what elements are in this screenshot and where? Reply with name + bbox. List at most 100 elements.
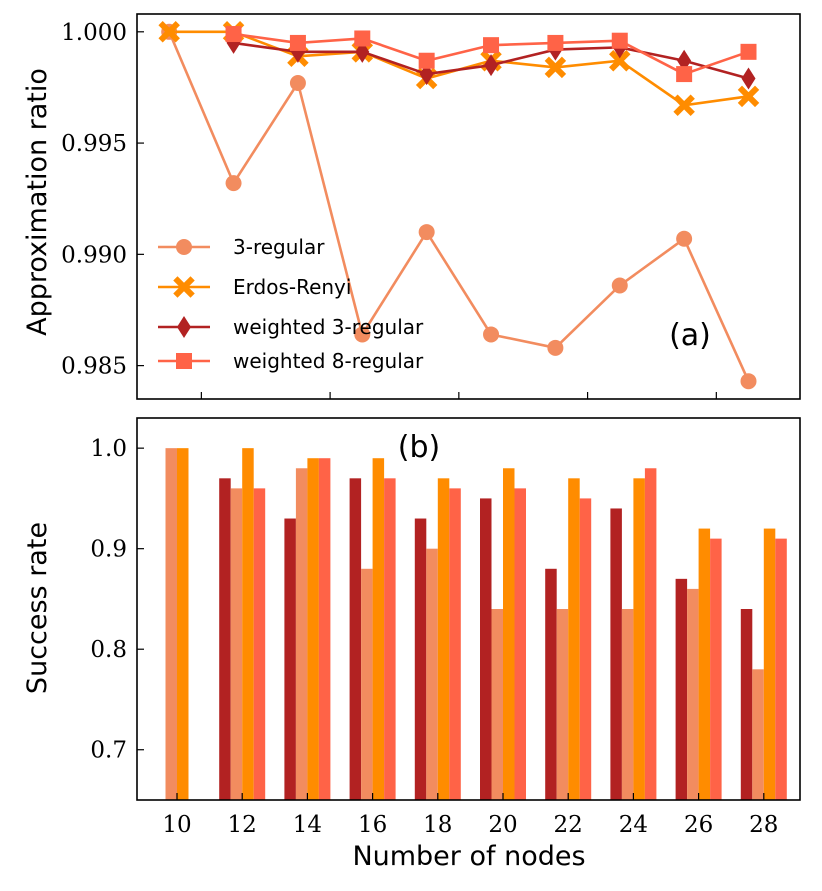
x-tick-label: 22	[554, 812, 583, 838]
bar-weighted-8-regular	[644, 468, 657, 800]
data-point-weighted-8-regular	[676, 66, 693, 83]
bar-weighted-3-regular	[545, 568, 557, 800]
x-tick-label: 20	[488, 812, 517, 838]
x-tick-label: 28	[749, 812, 778, 838]
panel-a-approximation-ratio-chart: 0.985 0.990 0.995 1.000 3-regular Erdos-Renyi…	[61, 13, 801, 400]
x-tick-label: 12	[228, 812, 257, 838]
data-point-3-regular	[354, 326, 371, 343]
legend-marker	[176, 239, 192, 255]
data-point-erdos-renyi	[609, 49, 631, 72]
data-point-weighted-8-regular	[225, 26, 242, 43]
bar-weighted-8-regular	[253, 488, 266, 800]
bar-3-regular	[621, 609, 634, 800]
data-point-erdos-renyi	[158, 21, 180, 43]
legend-label: Erdos-Renyi	[233, 275, 351, 299]
panel-a-y-axis-title: Approximation ratio	[22, 68, 53, 336]
bar-weighted-8-regular	[318, 458, 331, 800]
bar-erdos-renyi	[503, 468, 515, 800]
x-tick-label: 10	[162, 812, 191, 838]
bar-weighted-3-regular	[349, 478, 362, 800]
data-point-weighted-3-regular	[741, 67, 756, 90]
bar-weighted-8-regular	[449, 488, 461, 800]
x-tick-label: 14	[293, 812, 322, 838]
legend-marker	[176, 353, 192, 369]
panel-b-y-axis-title: Success rate	[22, 522, 53, 694]
panel-b-success-rate-chart: 0.7 0.8 0.9 1.0 10 12 14 16 18 20 22 24 26 28	[90, 417, 801, 838]
x-axis-title: Number of nodes	[352, 841, 585, 872]
data-point-3-regular	[611, 277, 628, 294]
data-point-weighted-3-regular	[484, 54, 499, 77]
data-point-weighted-8-regular	[611, 32, 628, 49]
bar-erdos-renyi	[242, 448, 254, 800]
panel-a-legend: 3-regular Erdos-Renyi weighted 3-regular we…	[158, 235, 424, 373]
x-tick-label: 24	[619, 812, 648, 838]
bar-3-regular	[295, 468, 308, 800]
bar-weighted-8-regular	[514, 488, 526, 800]
data-point-erdos-renyi	[544, 56, 567, 79]
bar-erdos-renyi	[633, 478, 645, 800]
legend-marker	[177, 316, 191, 338]
panel-a-y-tick-label: 0.995	[61, 131, 127, 157]
data-point-weighted-8-regular	[418, 52, 435, 69]
bar-erdos-renyi	[437, 478, 450, 800]
legend-label: 3-regular	[233, 235, 325, 259]
bar-weighted-3-regular	[610, 508, 622, 800]
bar-3-regular	[426, 548, 438, 800]
panel-a-y-tick-label: 1.000	[61, 20, 127, 46]
panel-b-y-tick-label: 1.0	[90, 436, 127, 462]
bar-3-regular	[687, 588, 699, 800]
panel-b-y-tick-label: 0.9	[90, 537, 127, 563]
data-point-3-regular	[740, 373, 757, 390]
bar-3-regular	[165, 448, 177, 800]
bar-3-regular	[556, 609, 569, 800]
bar-weighted-3-regular	[219, 478, 231, 800]
data-point-erdos-renyi	[737, 85, 760, 108]
bar-weighted-8-regular	[775, 538, 787, 800]
bar-weighted-3-regular	[414, 518, 427, 800]
bar-erdos-renyi	[372, 458, 385, 800]
bar-3-regular	[361, 568, 373, 800]
bar-3-regular	[491, 609, 503, 800]
data-point-weighted-8-regular	[740, 43, 757, 60]
panel-a-label: (a)	[669, 318, 711, 353]
bar-weighted-8-regular	[384, 478, 396, 800]
x-tick-label: 26	[684, 812, 713, 838]
legend-label: weighted 8-regular	[233, 349, 424, 373]
data-point-weighted-8-regular	[547, 34, 564, 51]
bar-erdos-renyi	[307, 458, 319, 800]
panel-a-plot-frame	[136, 13, 801, 400]
bar-weighted-8-regular	[579, 498, 592, 800]
data-point-3-regular	[289, 74, 306, 91]
bar-erdos-renyi	[763, 528, 776, 800]
data-point-weighted-8-regular	[289, 34, 306, 51]
bar-3-regular	[230, 488, 243, 800]
bar-erdos-renyi	[698, 528, 711, 800]
x-tick-label: 18	[423, 812, 452, 838]
data-point-3-regular	[225, 175, 242, 192]
bar-weighted-3-regular	[480, 498, 492, 800]
bar-erdos-renyi	[177, 448, 189, 800]
panel-a-y-tick-label: 0.985	[61, 354, 127, 380]
bar-erdos-renyi	[568, 478, 580, 800]
panel-b-y-tick-label: 0.8	[90, 637, 127, 663]
panel-a-y-tick-label: 0.990	[61, 242, 127, 268]
bar-3-regular	[752, 669, 764, 800]
bar-weighted-3-regular	[284, 518, 296, 800]
data-point-erdos-renyi	[673, 94, 695, 116]
x-tick-label: 16	[358, 812, 387, 838]
data-point-3-regular	[676, 230, 693, 247]
bar-weighted-3-regular	[675, 578, 688, 800]
legend-label: weighted 3-regular	[233, 315, 424, 339]
panel-b-y-tick-label: 0.7	[90, 738, 127, 764]
bar-weighted-8-regular	[710, 538, 722, 800]
legend-marker	[173, 276, 195, 298]
data-point-3-regular	[418, 224, 435, 241]
data-point-3-regular	[483, 326, 500, 343]
data-point-weighted-8-regular	[354, 30, 371, 47]
series-line-3-regular	[167, 31, 750, 382]
data-point-3-regular	[547, 339, 564, 356]
bar-weighted-3-regular	[740, 609, 753, 800]
data-point-weighted-8-regular	[483, 37, 500, 54]
panel-b-plot-frame	[136, 417, 801, 801]
